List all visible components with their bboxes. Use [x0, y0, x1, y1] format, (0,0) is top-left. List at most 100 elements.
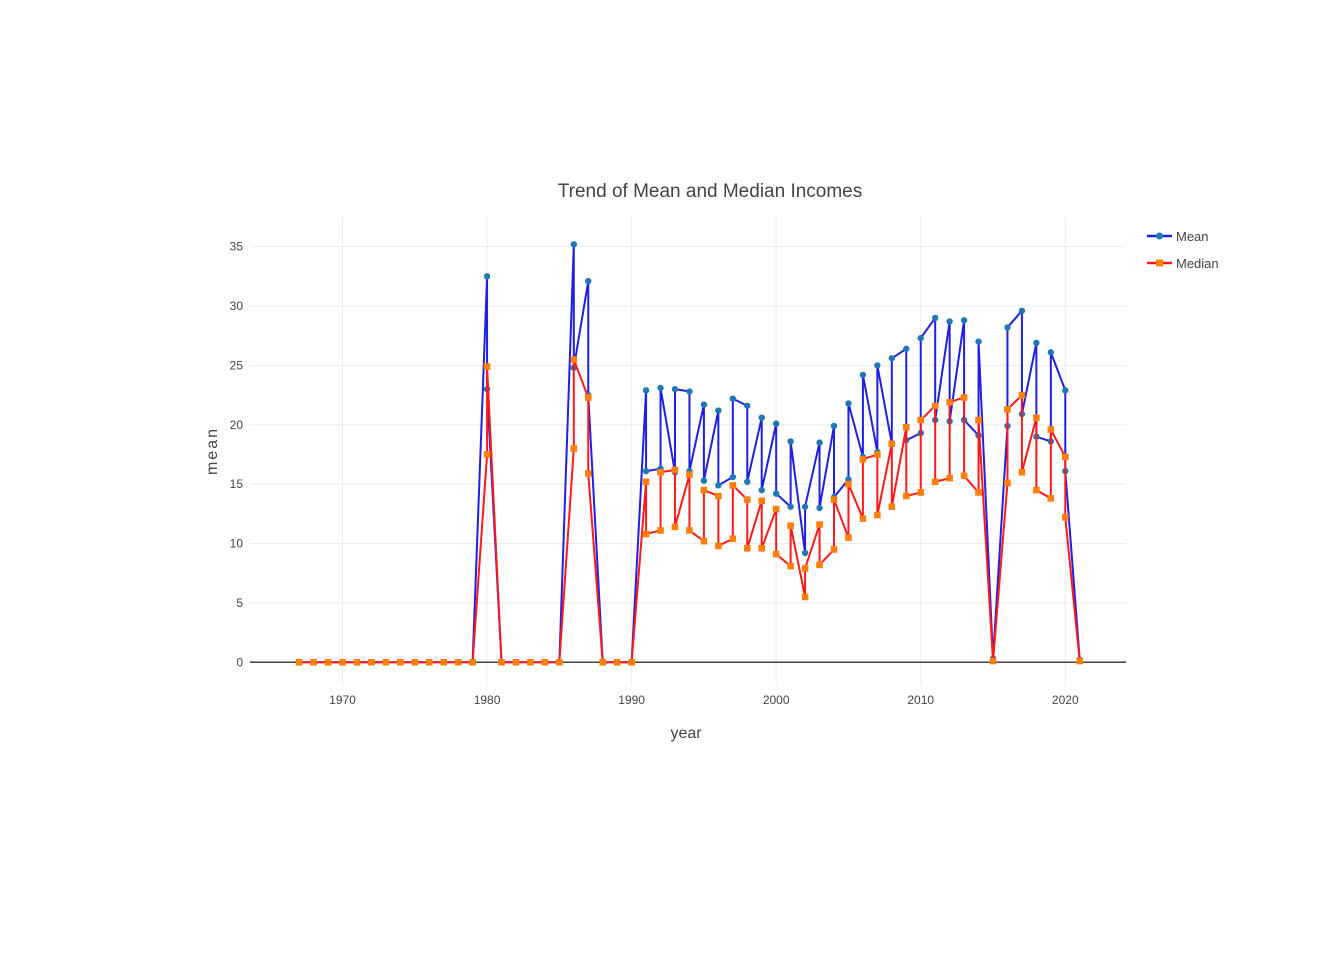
data-point-median	[816, 561, 823, 569]
data-point-median	[989, 657, 997, 665]
data-point-median	[498, 658, 505, 666]
chart-title: Trend of Mean and Median Incomes	[558, 181, 863, 202]
data-point-mean	[657, 384, 664, 392]
x-tick-label: 1970	[329, 693, 356, 707]
data-point-mean	[700, 401, 708, 408]
data-point-median	[657, 527, 664, 534]
y-tick-label: 0	[236, 655, 243, 669]
y-tick-label: 20	[230, 418, 244, 432]
data-point-median	[700, 537, 708, 545]
data-point-median	[584, 470, 592, 477]
data-point-median	[787, 522, 794, 530]
data-point-median	[657, 468, 664, 476]
data-point-mean	[772, 490, 780, 497]
legend-item-median[interactable]: Median	[1147, 256, 1219, 271]
data-point-median	[859, 515, 867, 522]
data-point-mean	[888, 355, 896, 362]
legend-marker-median	[1156, 259, 1163, 267]
data-point-median	[440, 658, 448, 666]
data-point-median	[584, 394, 592, 401]
data-point-median	[483, 363, 491, 370]
legend-marker-mean	[1156, 232, 1163, 240]
legend-label-mean: Mean	[1176, 229, 1209, 244]
data-point-median	[1061, 514, 1069, 521]
data-point-mean	[729, 395, 737, 402]
x-tick-label: 1990	[618, 693, 645, 707]
data-point-mean	[686, 388, 693, 395]
legend[interactable]: Mean Median	[1147, 229, 1219, 271]
data-point-median	[368, 658, 375, 666]
data-point-median	[888, 440, 896, 448]
data-point-median	[599, 658, 607, 666]
data-point-median	[642, 530, 650, 538]
x-tick-label: 1980	[474, 693, 501, 707]
data-point-median	[324, 658, 332, 666]
data-point-median	[960, 394, 968, 401]
data-point-median	[469, 658, 476, 666]
data-point-median	[931, 402, 939, 410]
data-point-median	[1061, 453, 1069, 461]
data-point-median	[816, 521, 823, 528]
data-point-median	[830, 546, 838, 553]
legend-item-mean[interactable]: Mean	[1147, 229, 1209, 244]
data-point-median	[1033, 414, 1040, 421]
data-point-mean	[729, 473, 737, 481]
data-point-median	[715, 542, 722, 550]
data-point-median	[397, 658, 404, 666]
x-tick-label: 2020	[1052, 693, 1079, 707]
data-point-mean	[845, 400, 852, 407]
data-point-mean	[1004, 324, 1011, 331]
data-point-median	[1076, 657, 1084, 665]
data-point-mean	[830, 422, 838, 430]
data-point-median	[1047, 495, 1055, 502]
data-point-median	[888, 503, 896, 511]
data-point-mean	[816, 439, 823, 446]
data-point-median	[845, 480, 852, 488]
y-tick-label: 15	[230, 477, 244, 491]
data-point-median	[960, 472, 968, 480]
data-point-median	[382, 658, 390, 666]
data-point-mean	[1033, 339, 1040, 347]
data-point-median	[801, 565, 809, 572]
data-point-mean	[642, 387, 650, 394]
data-point-median	[975, 489, 982, 496]
data-point-mean	[715, 482, 722, 489]
data-point-median	[556, 658, 563, 666]
data-point-median	[902, 492, 910, 500]
data-point-mean	[570, 241, 578, 248]
axis-layer: 0 5 10 15 20 25 30 35 1970 1980 1990 2000 2010 2020	[230, 240, 1126, 707]
data-point-median	[570, 445, 578, 452]
data-point-median	[1033, 486, 1040, 494]
data-point-median	[758, 544, 766, 552]
data-point-median	[671, 466, 679, 474]
grid-layer	[250, 217, 1126, 686]
data-point-median	[613, 658, 621, 666]
data-point-median	[729, 535, 737, 543]
x-tick-label: 2010	[907, 693, 934, 707]
data-point-median	[902, 423, 910, 431]
data-point-median	[946, 398, 953, 406]
data-point-median	[874, 451, 881, 458]
data-point-median	[931, 478, 939, 486]
data-point-median	[917, 489, 925, 496]
data-point-median	[830, 496, 838, 503]
data-point-median	[772, 505, 780, 513]
data-point-mean	[903, 345, 910, 352]
data-point-median	[975, 416, 982, 424]
data-point-median	[295, 658, 303, 666]
data-point-mean	[715, 407, 722, 414]
data-point-median	[1004, 479, 1011, 487]
data-point-mean	[483, 273, 491, 280]
data-point-median	[1018, 391, 1026, 399]
data-point-mean	[744, 478, 751, 485]
data-point-median	[946, 474, 953, 482]
data-point-mean	[744, 402, 751, 409]
data-point-median	[339, 658, 346, 666]
data-point-median	[686, 471, 693, 478]
data-point-mean	[931, 314, 939, 322]
data-point-median	[874, 511, 881, 519]
data-point-median	[671, 523, 679, 531]
data-point-mean	[960, 317, 968, 324]
data-point-mean	[787, 438, 794, 445]
data-point-mean	[801, 549, 809, 557]
